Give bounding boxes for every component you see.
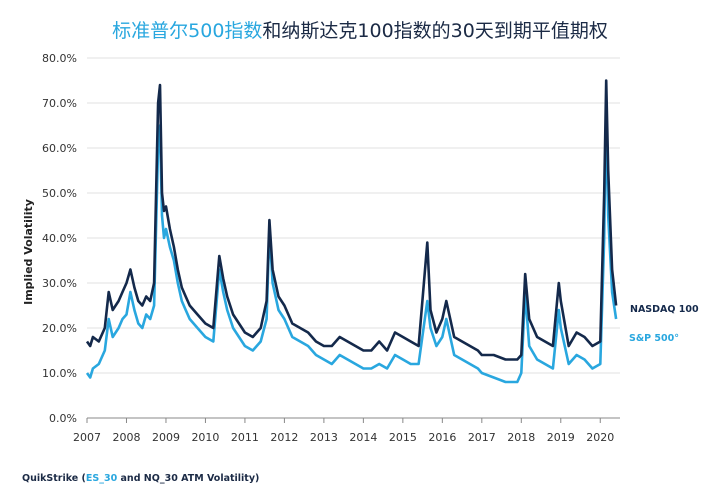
x-tick-label: 2010: [191, 431, 219, 444]
series-line-sp500: [85, 101, 618, 384]
x-tick-label: 2018: [507, 431, 535, 444]
y-tick-label: 70.0%: [42, 97, 77, 110]
chart-title-highlight: 标准普尔500指数: [112, 20, 263, 42]
x-tick-label: 2012: [270, 431, 298, 444]
x-tick-label: 2014: [349, 431, 377, 444]
y-axis-ticks: 0.0% 10.0% 20.0% 30.0% 40.0% 50.0% 60.0% 70.0% 8…: [42, 52, 77, 425]
x-axis-ticks: 2007 2008 2009 2010 2011 2012 2013 2014 2015 2016…: [73, 418, 614, 444]
chart-lines: [85, 79, 618, 384]
x-tick-label: 2008: [112, 431, 140, 444]
y-axis-label: Implied Volatility: [22, 199, 35, 305]
x-tick-label: 2013: [310, 431, 338, 444]
x-tick-label: 2011: [231, 431, 259, 444]
x-tick-label: 2017: [468, 431, 496, 444]
y-tick-label: 60.0%: [42, 142, 77, 155]
y-tick-label: 80.0%: [42, 52, 77, 65]
chart-legend: S&P 500° NASDAQ 100: [629, 304, 699, 344]
x-tick-label: 2007: [73, 431, 101, 444]
source-suffix: and NQ_30 ATM Volatility): [117, 473, 260, 484]
legend-entry: NASDAQ 100: [630, 304, 699, 315]
y-tick-label: 10.0%: [42, 367, 77, 380]
x-tick-label: 2015: [389, 431, 417, 444]
y-tick-label: 0.0%: [49, 412, 77, 425]
x-tick-label: 2019: [547, 431, 575, 444]
source-note: QuikStrike (ES_30 and NQ_30 ATM Volatili…: [22, 473, 259, 484]
y-tick-label: 40.0%: [42, 232, 77, 245]
legend-entry: S&P 500°: [629, 333, 679, 344]
x-tick-label: 2016: [428, 431, 456, 444]
x-tick-label: 2020: [586, 431, 614, 444]
x-tick-label: 2009: [152, 431, 180, 444]
source-highlight: ES_30: [85, 473, 118, 484]
chart-title-rest: 和纳斯达克100指数的30天到期平值期权: [262, 20, 608, 42]
source-prefix: QuikStrike (: [22, 473, 86, 484]
y-tick-label: 20.0%: [42, 322, 77, 335]
chart-grid: [87, 57, 620, 419]
chart-title: 标准普尔500指数和纳斯达克100指数的30天到期平值期权: [0, 16, 720, 43]
series-line-nasdaq100: [85, 79, 618, 361]
y-tick-label: 50.0%: [42, 187, 77, 200]
y-tick-label: 30.0%: [42, 277, 77, 290]
